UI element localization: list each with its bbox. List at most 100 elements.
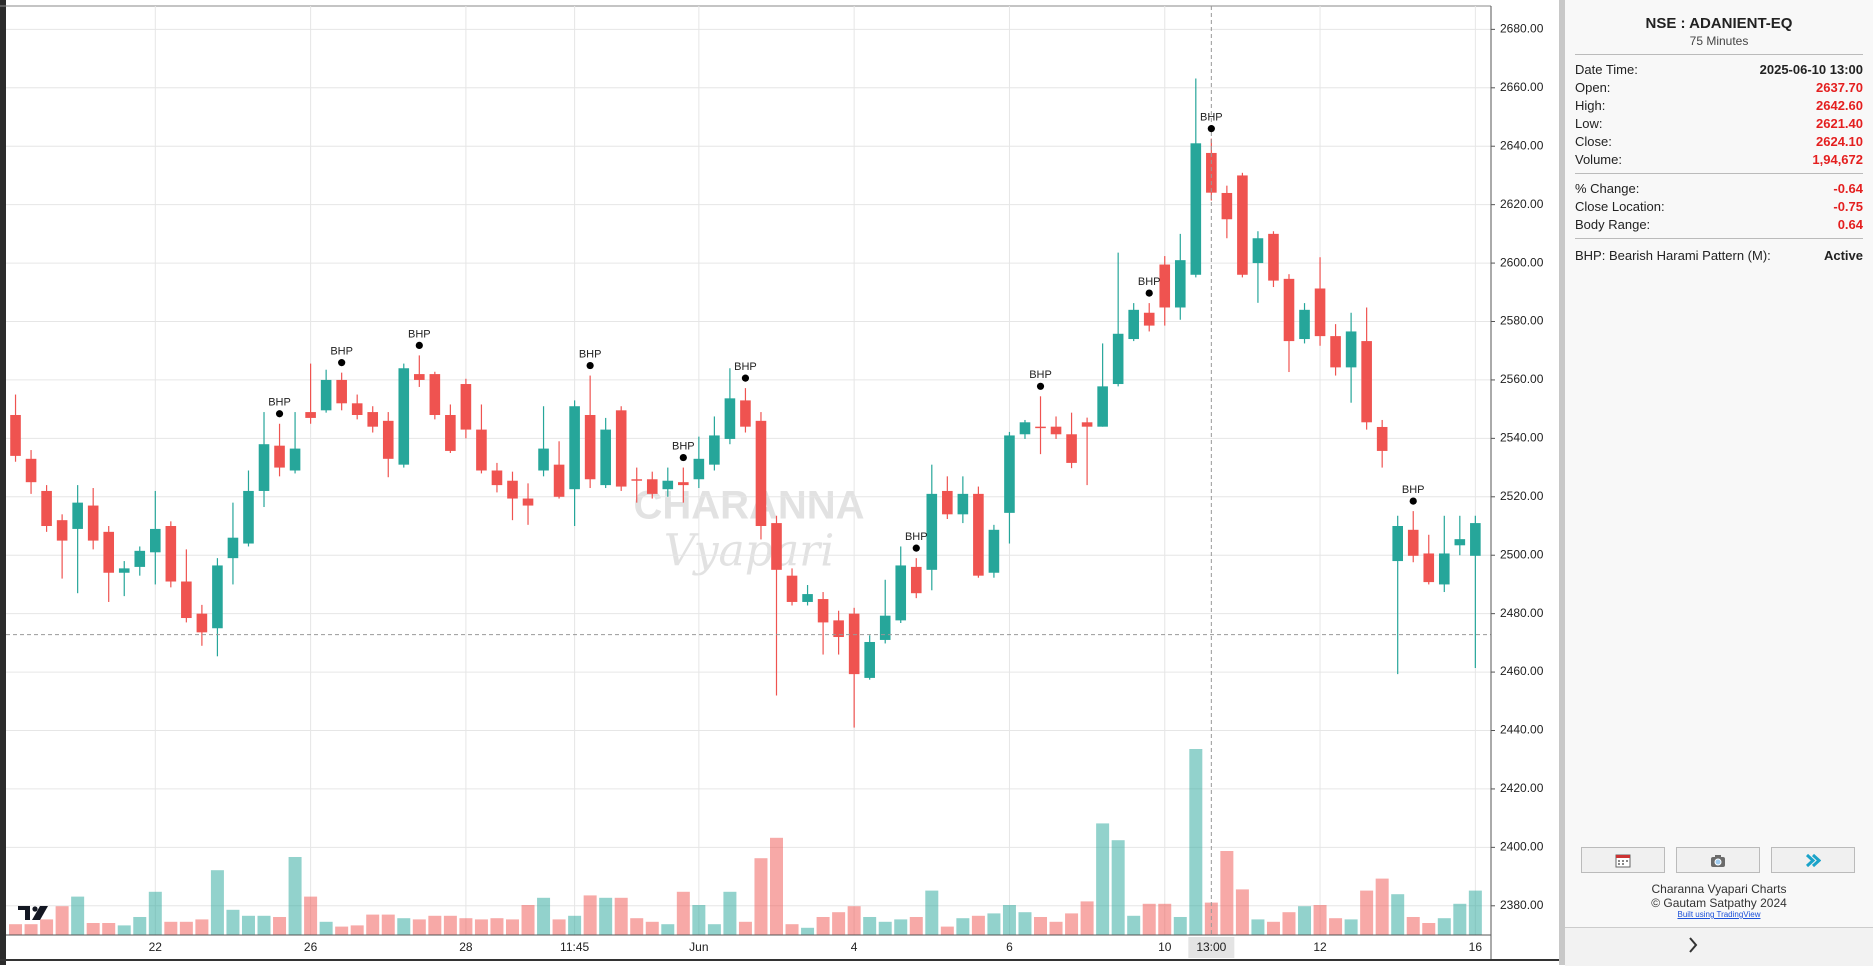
candle-body: [1206, 152, 1217, 193]
volume-bar: [210, 870, 224, 935]
volume-bar: [428, 915, 442, 935]
volume-bar: [459, 918, 473, 935]
candle-body: [25, 458, 37, 483]
volume-bar: [894, 919, 908, 935]
pattern-label: BHP: [672, 440, 695, 452]
info-value: 2637.70: [1816, 80, 1863, 95]
candle-body: [150, 528, 161, 553]
info-label: Open:: [1575, 80, 1611, 95]
volume-bar: [1111, 840, 1125, 935]
volume-bar: [1344, 919, 1358, 935]
candles: [10, 78, 1481, 728]
volume-bar: [832, 912, 846, 935]
collapse-bar[interactable]: [1565, 927, 1873, 966]
volume-bar: [1096, 823, 1110, 935]
pattern-label: BHP: [268, 397, 291, 409]
candle-body: [1019, 422, 1031, 435]
volume-bar: [381, 914, 395, 935]
x-tick-label: 10: [1158, 940, 1172, 954]
y-tick-label: 2400.00: [1500, 840, 1544, 854]
candle-body: [476, 429, 487, 471]
volume-bar: [148, 891, 162, 935]
volume-bar: [1266, 921, 1280, 935]
candle-body: [817, 599, 829, 623]
forward-button[interactable]: [1771, 847, 1855, 873]
candle-body: [1345, 331, 1357, 368]
candle-body: [336, 379, 347, 404]
candle-body: [1470, 523, 1481, 556]
candle-body: [398, 368, 410, 465]
volume-bar: [878, 921, 892, 935]
volume-bar: [257, 915, 271, 935]
footer-text: Charanna Vyapari Charts: [1651, 882, 1787, 896]
y-tick-label: 2440.00: [1500, 723, 1544, 737]
candle-body: [460, 384, 472, 430]
volume-bar: [273, 916, 287, 935]
candle-body: [41, 490, 52, 527]
candle-body: [1128, 309, 1139, 340]
candle-body: [678, 482, 689, 486]
symbol: NSE : ADANIENT-EQ: [1645, 15, 1793, 32]
candle-body: [942, 490, 953, 515]
volume-bar: [490, 918, 504, 935]
candle-body: [1237, 175, 1248, 275]
volume-bar: [1251, 919, 1265, 935]
volume-bar: [366, 914, 380, 935]
volume-bar: [521, 905, 535, 935]
info-section: % Change: -0.64 Close Location: -0.75 Body R…: [1575, 173, 1863, 238]
axes: 2380.00 2400.00 2420.00 2440.00 2460.00 2480.…: [149, 22, 1544, 958]
candle-body: [1330, 336, 1341, 368]
volume-bar: [630, 918, 644, 935]
tradingview-link[interactable]: Built using TradingView: [1677, 910, 1761, 919]
x-tick-label: 12: [1313, 940, 1327, 954]
candle-body: [709, 435, 720, 465]
candle-body: [522, 498, 534, 506]
volume-bar: [241, 915, 255, 935]
candle-body: [1221, 192, 1233, 220]
calendar-button[interactable]: [1581, 847, 1665, 873]
candle-body: [56, 520, 68, 541]
volume-bar: [474, 919, 488, 935]
candle-body: [973, 493, 984, 576]
screenshot-button[interactable]: [1676, 847, 1760, 873]
info-value: 0.64: [1837, 217, 1863, 232]
candle-body: [1268, 233, 1279, 281]
pattern-marker: [1207, 125, 1215, 133]
pattern-marker: [586, 361, 594, 370]
candle-body: [569, 406, 580, 490]
info-row: Body Range: 0.64: [1575, 216, 1863, 234]
pattern-label: BHP: [1200, 112, 1223, 124]
candle-body: [553, 464, 565, 497]
candle-body: [1066, 434, 1077, 463]
volume-bar: [397, 918, 411, 935]
volume-bar: [816, 916, 830, 935]
candle-body: [1407, 529, 1419, 556]
pattern-marker: [338, 359, 346, 367]
volume-bar: [552, 919, 566, 935]
volume-bar: [1375, 878, 1389, 935]
tradingview-logo[interactable]: [18, 906, 48, 920]
volume-bar: [1313, 905, 1327, 935]
candle-body: [724, 398, 736, 439]
watermark-text: CHARANNA: [633, 484, 864, 528]
volume-bar: [1235, 889, 1249, 935]
candle-body: [429, 374, 441, 415]
candle-body: [1376, 426, 1388, 451]
volume-bar: [102, 923, 116, 935]
candle-body: [1143, 312, 1155, 326]
x-tick-label: Jun: [689, 940, 708, 954]
candle-body: [134, 550, 146, 567]
volume-bar: [661, 924, 675, 935]
y-tick-label: 2500.00: [1500, 547, 1544, 561]
candle-body: [584, 414, 596, 480]
separator[interactable]: [1559, 0, 1565, 965]
pattern-marker: [275, 410, 284, 418]
crosshair-label-box: [1188, 937, 1235, 958]
candle-body: [103, 531, 115, 573]
volume-bar: [956, 918, 970, 935]
candle-body: [274, 445, 285, 468]
pattern-label: BHP: [1138, 276, 1161, 288]
info-label: Volume:: [1575, 152, 1622, 167]
candle-body: [1299, 309, 1310, 340]
info-label: Low:: [1575, 116, 1603, 131]
